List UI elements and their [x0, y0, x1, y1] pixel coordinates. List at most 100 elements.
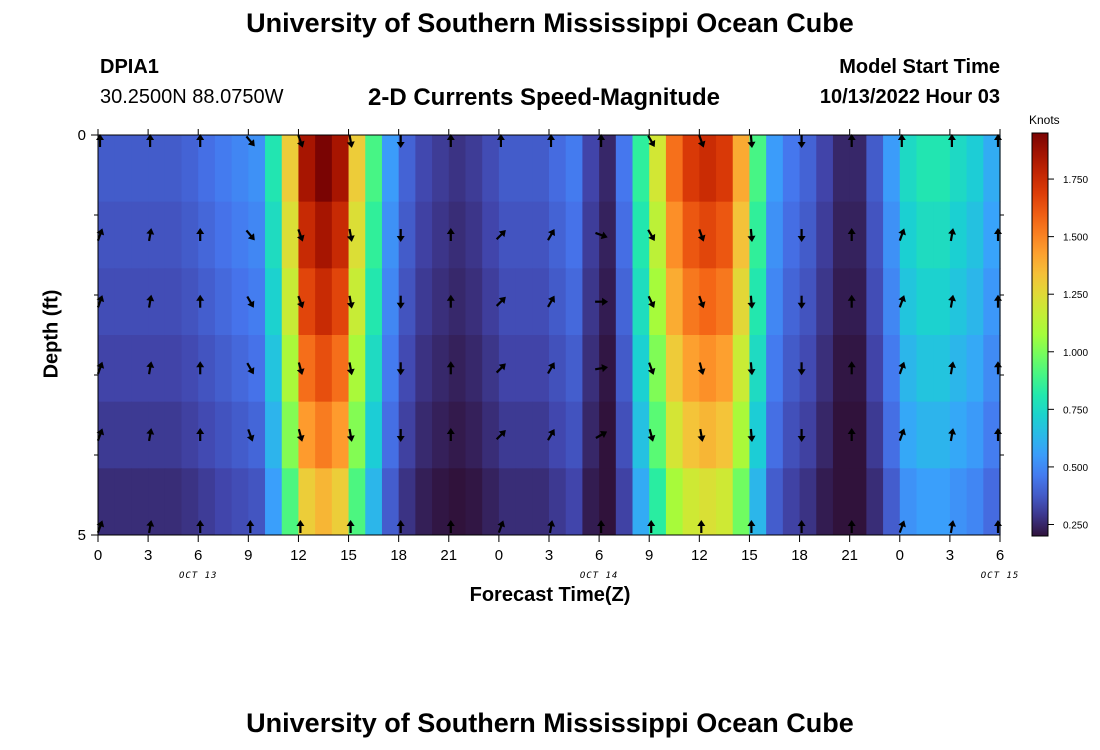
heat-cell — [565, 468, 583, 536]
heat-cell — [148, 401, 166, 469]
x-tick-label: 18 — [791, 547, 808, 564]
current-arrow — [396, 229, 405, 242]
heat-cell — [398, 401, 416, 469]
heat-cell — [448, 468, 467, 536]
heat-cell — [682, 135, 700, 203]
heat-cell — [732, 201, 751, 269]
heat-cell — [181, 335, 199, 403]
current-arrow — [797, 362, 806, 376]
heat-cell — [749, 201, 767, 269]
heat-cell — [298, 335, 316, 403]
heat-cell — [114, 135, 132, 203]
colorbar-tick-label: 0.750 — [1063, 405, 1088, 416]
heat-cell — [381, 201, 400, 269]
heat-cell — [782, 335, 801, 403]
heat-cell — [766, 268, 784, 336]
current-arrow — [547, 228, 555, 241]
current-arrow — [595, 431, 608, 439]
heat-cell — [565, 135, 583, 203]
current-arrow — [245, 229, 255, 241]
heat-cell — [883, 201, 901, 269]
x-tick-label: 6 — [595, 547, 603, 564]
heat-cell — [498, 135, 517, 203]
heat-cell — [315, 268, 333, 336]
current-arrow — [797, 229, 806, 242]
heat-cell — [315, 335, 333, 403]
heat-cell — [98, 468, 116, 536]
x-tick-label: 12 — [290, 547, 307, 564]
heat-cell — [482, 135, 500, 203]
current-arrow — [146, 134, 155, 147]
heat-cell — [365, 335, 383, 403]
footer-title: University of Southern Mississippi Ocean… — [246, 708, 854, 738]
model-start-label: Model Start Time — [839, 56, 1000, 78]
heat-cell — [415, 401, 433, 469]
heat-cell — [181, 468, 199, 536]
current-arrow — [948, 294, 957, 308]
heat-cell — [649, 201, 667, 269]
heat-cell — [198, 201, 216, 269]
heat-cell — [682, 335, 700, 403]
heat-cell — [515, 201, 533, 269]
heat-cell — [448, 401, 467, 469]
heat-cell — [482, 268, 500, 336]
heat-cell — [148, 268, 166, 336]
heat-cell — [782, 135, 801, 203]
heat-cell — [782, 401, 801, 469]
heat-cell — [131, 468, 149, 536]
heat-cell — [398, 335, 416, 403]
heat-cell — [632, 335, 650, 403]
current-arrow — [847, 134, 856, 147]
current-arrow — [246, 520, 255, 533]
heat-cell — [398, 135, 416, 203]
heat-cell — [381, 268, 400, 336]
heat-cell — [181, 201, 199, 269]
current-arrow — [647, 295, 656, 309]
current-arrow — [595, 231, 608, 240]
heat-cell — [381, 468, 400, 536]
heat-cell — [766, 468, 784, 536]
heat-cell — [549, 201, 567, 269]
heat-cell — [732, 335, 751, 403]
heat-cell — [699, 401, 717, 469]
current-arrow — [847, 228, 856, 241]
current-arrow — [797, 429, 806, 442]
heat-cell — [248, 201, 266, 269]
current-arrow — [747, 134, 756, 148]
current-arrow — [495, 363, 506, 374]
heat-cell — [916, 201, 934, 269]
heat-cell — [933, 135, 951, 203]
heat-cell — [799, 268, 817, 336]
heat-cell — [148, 468, 166, 536]
current-arrow — [647, 135, 656, 148]
heat-cell — [599, 201, 617, 269]
heat-cell — [181, 401, 199, 469]
heat-cell — [98, 335, 116, 403]
heat-cell — [465, 335, 483, 403]
current-arrow — [948, 428, 957, 442]
heat-cell — [799, 201, 817, 269]
x-tick-label: 18 — [390, 547, 407, 564]
heat-cell — [331, 135, 350, 203]
heat-cell — [549, 268, 567, 336]
heat-cell — [716, 268, 734, 336]
heat-cell — [482, 201, 500, 269]
current-arrow — [595, 364, 608, 373]
heat-cell — [716, 401, 734, 469]
heat-cell — [732, 401, 751, 469]
x-tick-label: 3 — [144, 547, 152, 564]
x-axis-label: Forecast Time(Z) — [469, 584, 631, 606]
heat-cell — [749, 335, 767, 403]
heat-cell — [381, 335, 400, 403]
heat-cell — [933, 468, 951, 536]
heat-cell — [164, 201, 183, 269]
heat-cell — [398, 268, 416, 336]
heat-cell — [515, 468, 533, 536]
heat-cell — [565, 201, 583, 269]
heat-cell — [899, 401, 918, 469]
heat-cell — [281, 468, 300, 536]
current-arrow — [747, 520, 756, 533]
heat-cell — [164, 268, 183, 336]
heat-cell — [766, 401, 784, 469]
heat-cell — [148, 335, 166, 403]
